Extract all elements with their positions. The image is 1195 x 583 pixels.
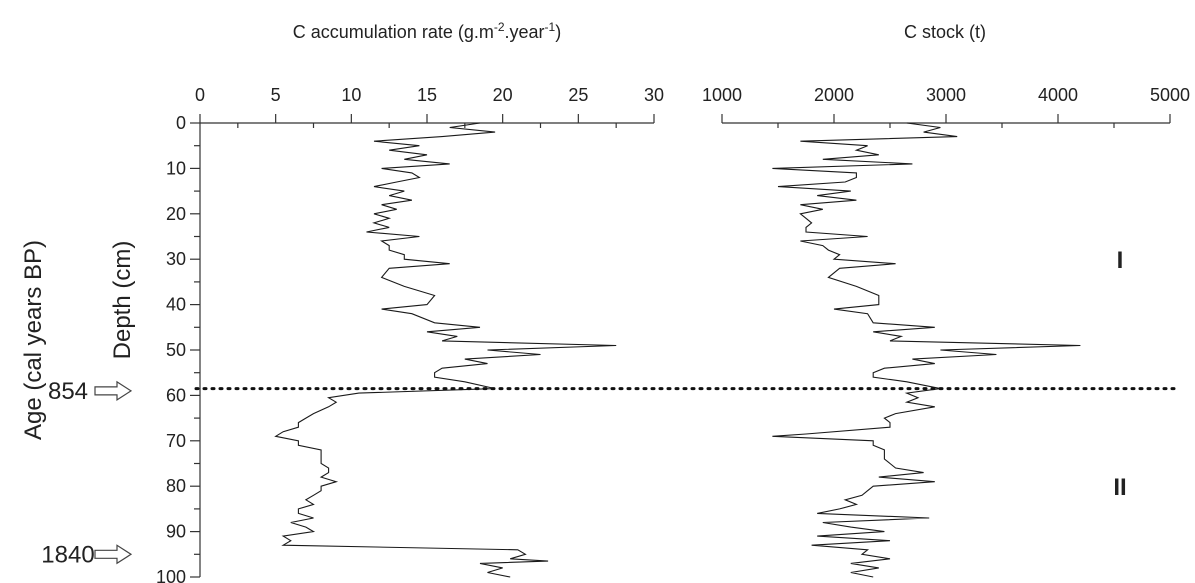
zone-labels: III (1113, 247, 1126, 501)
y-tick-label: 70 (166, 431, 186, 451)
x-tick-label-accumulation: 5 (271, 85, 281, 105)
depth-axis-label: Depth (cm) (109, 241, 136, 360)
y-tick-label: 50 (166, 340, 186, 360)
age-marker-label: 854 (48, 378, 88, 405)
chart-title-accumulation: C accumulation rate (g.m-2.year-1) (293, 20, 561, 42)
x-tick-label-stock: 5000 (1150, 85, 1190, 105)
x-tick-label-accumulation: 25 (568, 85, 588, 105)
y-tick-label: 60 (166, 385, 186, 405)
zone-label: II (1113, 474, 1126, 501)
x-tick-label-accumulation: 0 (195, 85, 205, 105)
x-tick-label-accumulation: 10 (341, 85, 361, 105)
panel-accumulation: 0 5 10 15 20 25 30 0 10 20 30 40 50 60 70 80 90 100 (156, 85, 664, 583)
y-tick-label: 80 (166, 476, 186, 496)
age-axis: 854 1840 (41, 378, 133, 568)
x-tick-label-accumulation: 20 (493, 85, 513, 105)
x-tick-label-stock: 3000 (926, 85, 966, 105)
x-tick-label-stock: 4000 (1038, 85, 1078, 105)
y-tick-label: 20 (166, 204, 186, 224)
y-tick-label: 10 (166, 158, 186, 178)
x-tick-label-stock: 2000 (814, 85, 854, 105)
age-marker-label: 1840 (41, 541, 94, 568)
age-marker-arrow-icon (94, 544, 133, 565)
panel-stock: 1000 2000 3000 4000 5000 (702, 85, 1190, 578)
y-tick-label: 40 (166, 295, 186, 315)
series-line-stock (772, 122, 1081, 578)
x-tick-label-accumulation: 30 (644, 85, 664, 105)
age-axis-label: Age (cal years BP) (20, 240, 47, 440)
y-tick-label: 30 (166, 249, 186, 269)
x-tick-label-accumulation: 15 (417, 85, 437, 105)
chart-title-stock: C stock (t) (904, 22, 986, 42)
y-tick-label: 100 (156, 567, 186, 583)
age-marker-arrow-icon (94, 380, 133, 401)
series-line-accumulation (274, 122, 617, 578)
x-tick-label-stock: 1000 (702, 85, 742, 105)
y-tick-label: 90 (166, 522, 186, 542)
zone-label: I (1117, 247, 1124, 274)
y-tick-label: 0 (176, 113, 186, 133)
